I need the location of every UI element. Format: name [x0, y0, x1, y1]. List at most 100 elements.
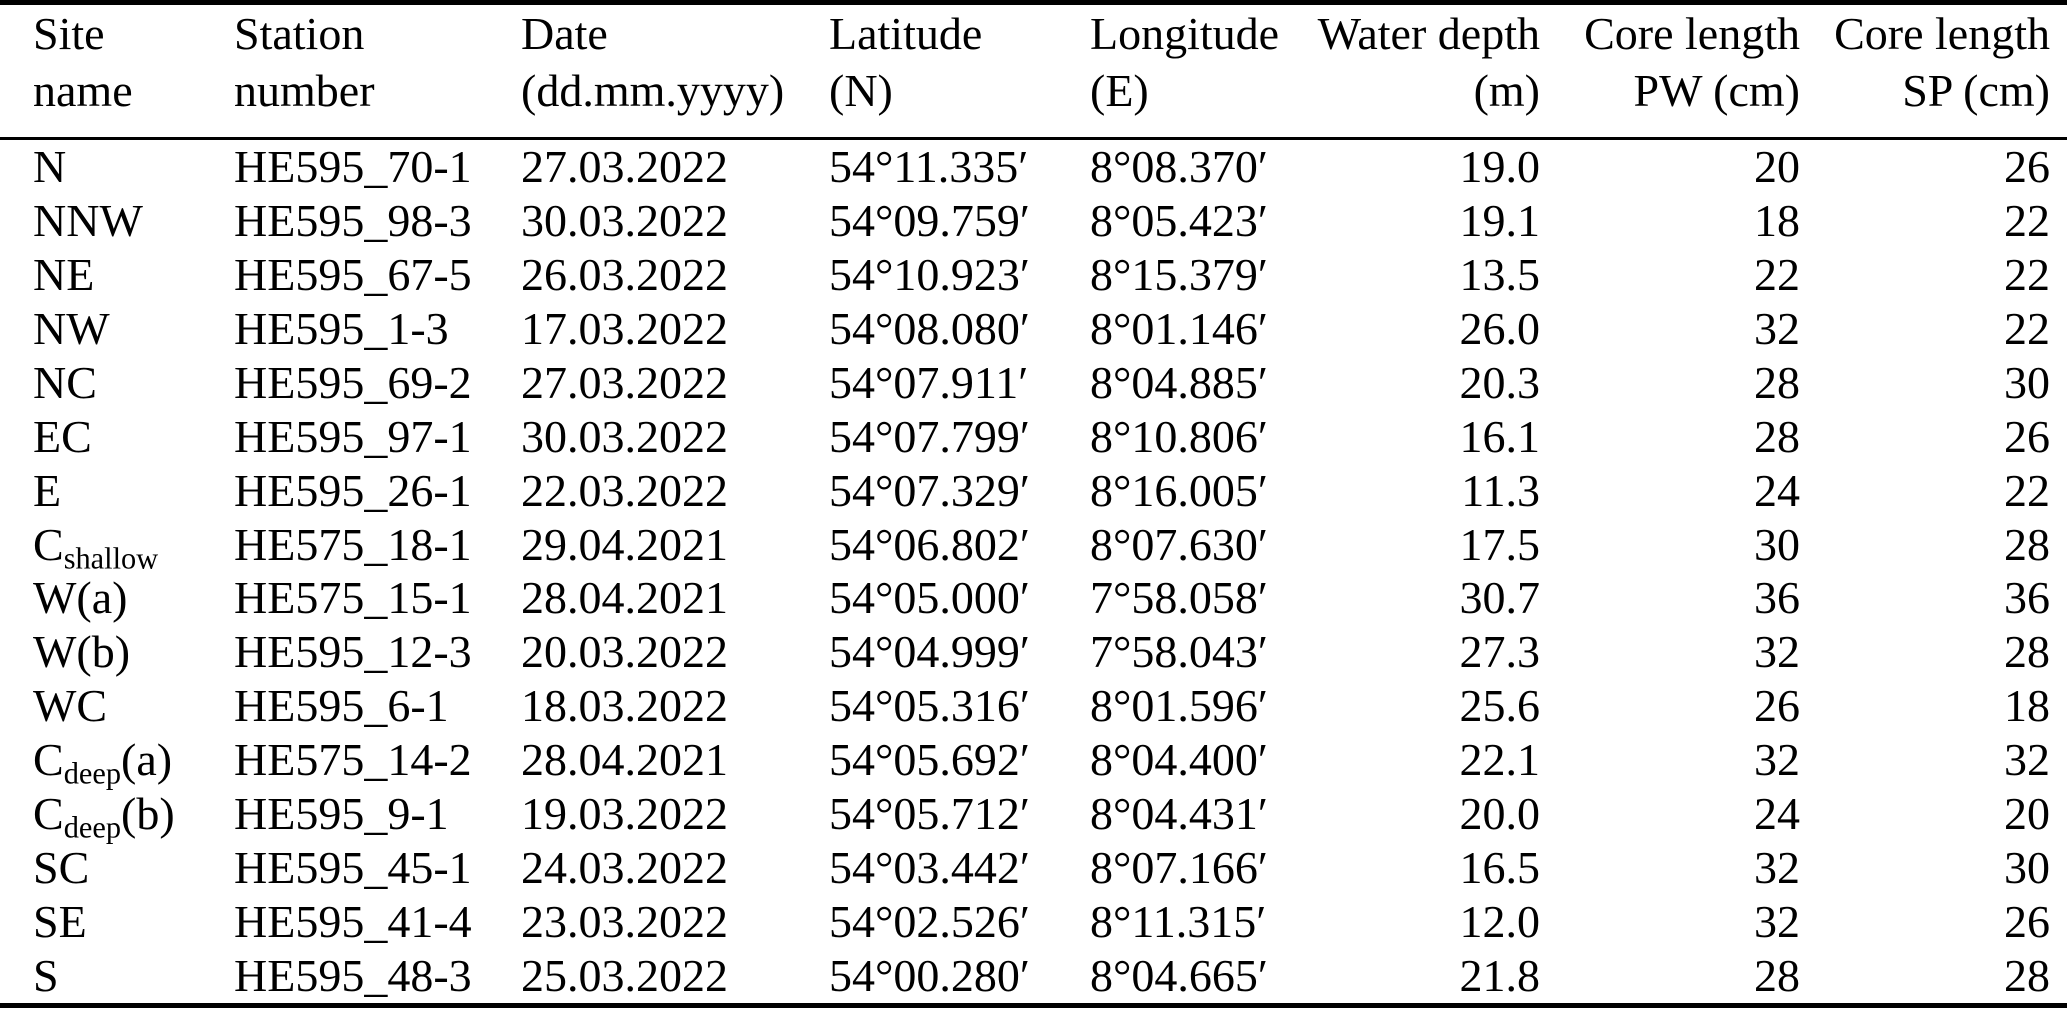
- table-row: SE HE595_41-4 23.03.2022 54°02.526′ 8°11.315…: [0, 895, 2067, 949]
- cell-water-depth: 25.6: [1459, 680, 1541, 732]
- cell-longitude: 8°11.315′: [1090, 896, 1267, 948]
- cell-date: 25.03.2022: [521, 950, 728, 1002]
- cell-longitude: 8°04.400′: [1090, 734, 1268, 786]
- cell-core-length-sp: 18: [2004, 680, 2050, 732]
- cell-core-length-sp: 30: [2004, 842, 2050, 894]
- cell-core-length-sp: 22: [2004, 302, 2050, 354]
- cell-station: HE595_41-4: [234, 896, 472, 948]
- cell-date: 28.04.2021: [521, 572, 728, 624]
- table-top-rule: [0, 0, 2067, 5]
- column-header-line: Latitude: [829, 8, 983, 59]
- cell-core-length-sp: 22: [2004, 464, 2050, 516]
- cell-latitude: 54°06.802′: [829, 518, 1030, 570]
- cell-site: WC: [33, 680, 108, 732]
- table-row: N HE595_70-1 27.03.2022 54°11.335′ 8°08.370′…: [0, 140, 2067, 194]
- cell-latitude: 54°04.999′: [829, 626, 1030, 678]
- cell-station: HE595_1-3: [234, 302, 449, 354]
- cell-core-length-sp: 26: [2004, 410, 2050, 462]
- cell-core-length-sp: 32: [2004, 734, 2050, 786]
- table-bottom-rule: [0, 1003, 2067, 1008]
- cell-date: 19.03.2022: [521, 788, 728, 840]
- cell-station: HE595_98-3: [234, 194, 472, 246]
- cell-water-depth: 26.0: [1459, 302, 1541, 354]
- cell-water-depth: 12.0: [1459, 896, 1541, 948]
- cell-water-depth: 20.0: [1459, 788, 1541, 840]
- table-row: NC HE595_69-2 27.03.2022 54°07.911′ 8°04.885…: [0, 356, 2067, 410]
- column-header-line: (E): [1090, 65, 1149, 116]
- cell-core-length-sp: 22: [2004, 248, 2050, 300]
- cell-core-length-pw: 24: [1754, 464, 1800, 516]
- cell-longitude: 8°08.370′: [1090, 140, 1268, 192]
- cell-core-length-pw: 28: [1754, 950, 1800, 1002]
- cell-date: 27.03.2022: [521, 140, 728, 192]
- cell-longitude: 8°01.146′: [1090, 302, 1268, 354]
- cell-core-length-pw: 32: [1754, 896, 1800, 948]
- cell-site: EC: [33, 410, 92, 462]
- site-subscript: deep: [63, 810, 121, 845]
- cell-site: NE: [33, 248, 95, 300]
- column-header-line: Date: [521, 8, 608, 59]
- cell-station: HE595_9-1: [234, 788, 449, 840]
- cell-core-length-sp: 28: [2004, 518, 2050, 570]
- cell-latitude: 54°11.335′: [829, 140, 1029, 192]
- column-header-site-name: Site name: [33, 5, 234, 119]
- cell-date: 30.03.2022: [521, 194, 728, 246]
- cell-core-length-pw: 30: [1754, 518, 1800, 570]
- header-separator-rule: [0, 137, 2067, 140]
- cell-longitude: 8°04.665′: [1090, 950, 1268, 1002]
- table-row: Cdeep(b) HE595_9-1 19.03.2022 54°05.712′ 8°0…: [0, 787, 2067, 843]
- cell-longitude: 8°07.166′: [1090, 842, 1268, 894]
- column-header-line: Station: [234, 8, 365, 59]
- cell-longitude: 8°07.630′: [1090, 518, 1268, 570]
- cell-core-length-pw: 32: [1754, 302, 1800, 354]
- cell-core-length-pw: 20: [1754, 140, 1800, 192]
- cell-core-length-sp: 28: [2004, 626, 2050, 678]
- cell-station: HE595_45-1: [234, 842, 472, 894]
- column-header-core-length-sp: Core length SP (cm): [1800, 5, 2050, 119]
- cell-site: NC: [33, 356, 97, 408]
- column-header-line: name: [33, 65, 133, 116]
- cell-core-length-pw: 32: [1754, 734, 1800, 786]
- cell-latitude: 54°05.712′: [829, 788, 1030, 840]
- cell-latitude: 54°05.692′: [829, 734, 1030, 786]
- cell-site: E: [33, 464, 62, 516]
- cell-water-depth: 13.5: [1459, 248, 1541, 300]
- cell-water-depth: 16.5: [1459, 842, 1541, 894]
- cell-station: HE595_26-1: [234, 464, 472, 516]
- table-row: E HE595_26-1 22.03.2022 54°07.329′ 8°16.005′…: [0, 464, 2067, 518]
- cell-site: S: [33, 950, 59, 1002]
- cell-site: W(b): [33, 626, 131, 678]
- cell-core-length-sp: 26: [2004, 896, 2050, 948]
- cell-site: W(a): [33, 572, 128, 624]
- table-row: NW HE595_1-3 17.03.2022 54°08.080′ 8°01.146′…: [0, 302, 2067, 356]
- cell-water-depth: 22.1: [1459, 734, 1541, 786]
- cell-latitude: 54°03.442′: [829, 842, 1030, 894]
- column-header-line: SP (cm): [1902, 65, 2050, 116]
- cell-station: HE595_48-3: [234, 950, 472, 1002]
- cell-latitude: 54°09.759′: [829, 194, 1030, 246]
- cell-core-length-pw: 26: [1754, 680, 1800, 732]
- column-header-line: (m): [1473, 65, 1540, 116]
- cell-core-length-pw: 28: [1754, 356, 1800, 408]
- column-header-station-number: Station number: [234, 5, 521, 119]
- table-row: W(b) HE595_12-3 20.03.2022 54°04.999′ 7°58.0…: [0, 625, 2067, 679]
- cell-latitude: 54°10.923′: [829, 248, 1030, 300]
- cell-core-length-sp: 22: [2004, 194, 2050, 246]
- cell-date: 28.04.2021: [521, 734, 728, 786]
- column-header-line: Water depth: [1317, 8, 1540, 59]
- cell-site: Cdeep(a): [33, 734, 173, 791]
- column-header-core-length-pw: Core length PW (cm): [1540, 5, 1800, 119]
- cell-site: N: [33, 140, 67, 192]
- column-header-line: Longitude: [1090, 8, 1280, 59]
- cell-longitude: 8°04.885′: [1090, 356, 1268, 408]
- cell-water-depth: 21.8: [1459, 950, 1541, 1002]
- cell-water-depth: 17.5: [1459, 518, 1541, 570]
- table-row: NNW HE595_98-3 30.03.2022 54°09.759′ 8°05.42…: [0, 194, 2067, 248]
- table-row: S HE595_48-3 25.03.2022 54°00.280′ 8°04.665′…: [0, 949, 2067, 1003]
- cell-date: 27.03.2022: [521, 356, 728, 408]
- column-header-line: (dd.mm.yyyy): [521, 65, 785, 116]
- cell-core-length-sp: 26: [2004, 140, 2050, 192]
- cell-water-depth: 30.7: [1459, 572, 1541, 624]
- table-row: W(a) HE575_15-1 28.04.2021 54°05.000′ 7°58.0…: [0, 572, 2067, 626]
- cell-core-length-sp: 28: [2004, 950, 2050, 1002]
